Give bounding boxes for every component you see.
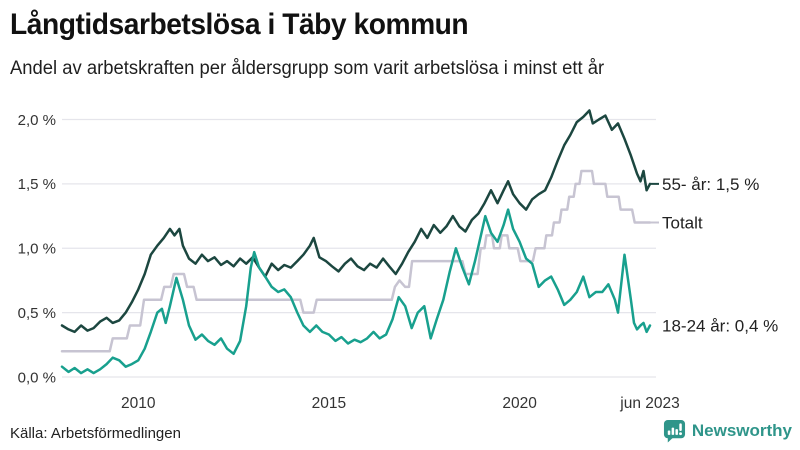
x-axis-tick-label: 2015 [312, 395, 346, 412]
x-axis-tick-label: 2020 [502, 395, 537, 412]
x-axis-tick-label: jun 2023 [619, 395, 679, 412]
newsworthy-logo-icon [663, 419, 685, 443]
y-axis-tick-label: 2,0 % [18, 112, 56, 129]
series-line-55-ar [60, 109, 652, 334]
y-axis-tick-label: 1,0 % [18, 241, 56, 258]
series-end-label-totalt: Totalt [662, 213, 703, 232]
series-line-18-24-ar [60, 208, 652, 375]
y-axis-tick-label: 1,5 % [18, 176, 56, 193]
series-end-label-55-ar: 55- år: 1,5 % [662, 175, 759, 194]
y-axis-tick-label: 0,5 % [18, 305, 56, 322]
source-note: Källa: Arbetsförmedlingen [10, 425, 181, 442]
y-axis-tick-label: 0,0 % [18, 369, 56, 386]
brand-name: Newsworthy [691, 421, 792, 440]
x-axis-tick-label: 2010 [121, 395, 156, 412]
chart-subtitle: Andel av arbetskraften per åldersgrupp s… [10, 58, 605, 79]
series-end-label-18-24-ar: 18-24 år: 0,4 % [662, 316, 778, 335]
newsworthy-brand: Newsworthy [663, 419, 792, 443]
series-line-totalt [60, 169, 652, 353]
chart-title: Långtidsarbetslösa i Täby kommun [10, 8, 469, 41]
